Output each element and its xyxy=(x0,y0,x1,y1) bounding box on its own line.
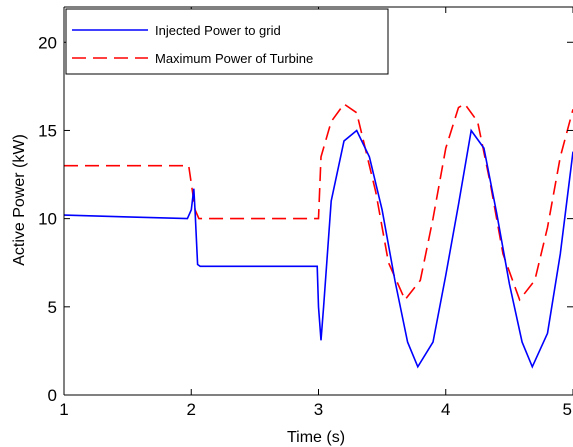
series-lines xyxy=(63,102,573,369)
y-tick-label: 15 xyxy=(38,121,57,140)
y-axis-label: Active Power (kW) xyxy=(11,134,28,266)
legend-box xyxy=(65,8,389,75)
y-tick-label: 10 xyxy=(38,210,57,229)
y-axis-ticks: 0 5 10 15 20 xyxy=(38,33,573,405)
y-tick-label: 5 xyxy=(48,298,57,317)
x-tick-label: 4 xyxy=(441,400,450,419)
x-axis-label: Time (s) xyxy=(287,429,345,446)
x-tick-label: 5 xyxy=(563,400,572,419)
x-tick-label: 2 xyxy=(187,400,196,419)
x-tick-label: 3 xyxy=(314,400,323,419)
series-line-injected-power-to-grid xyxy=(63,128,573,369)
y-tick-label: 0 xyxy=(48,386,57,405)
series-line-maximum-power-of-turbine xyxy=(64,102,573,302)
legend-label-injected-power-to-grid: Injected Power to grid xyxy=(155,23,281,38)
x-tick-label: 1 xyxy=(59,400,68,419)
y-tick-label: 20 xyxy=(38,33,57,52)
legend-label-maximum-power-of-turbine: Maximum Power of Turbine xyxy=(155,51,313,66)
legend: Injected Power to grid Maximum Power of … xyxy=(65,8,389,75)
x-axis-ticks: 1 2 3 4 5 xyxy=(59,7,573,419)
